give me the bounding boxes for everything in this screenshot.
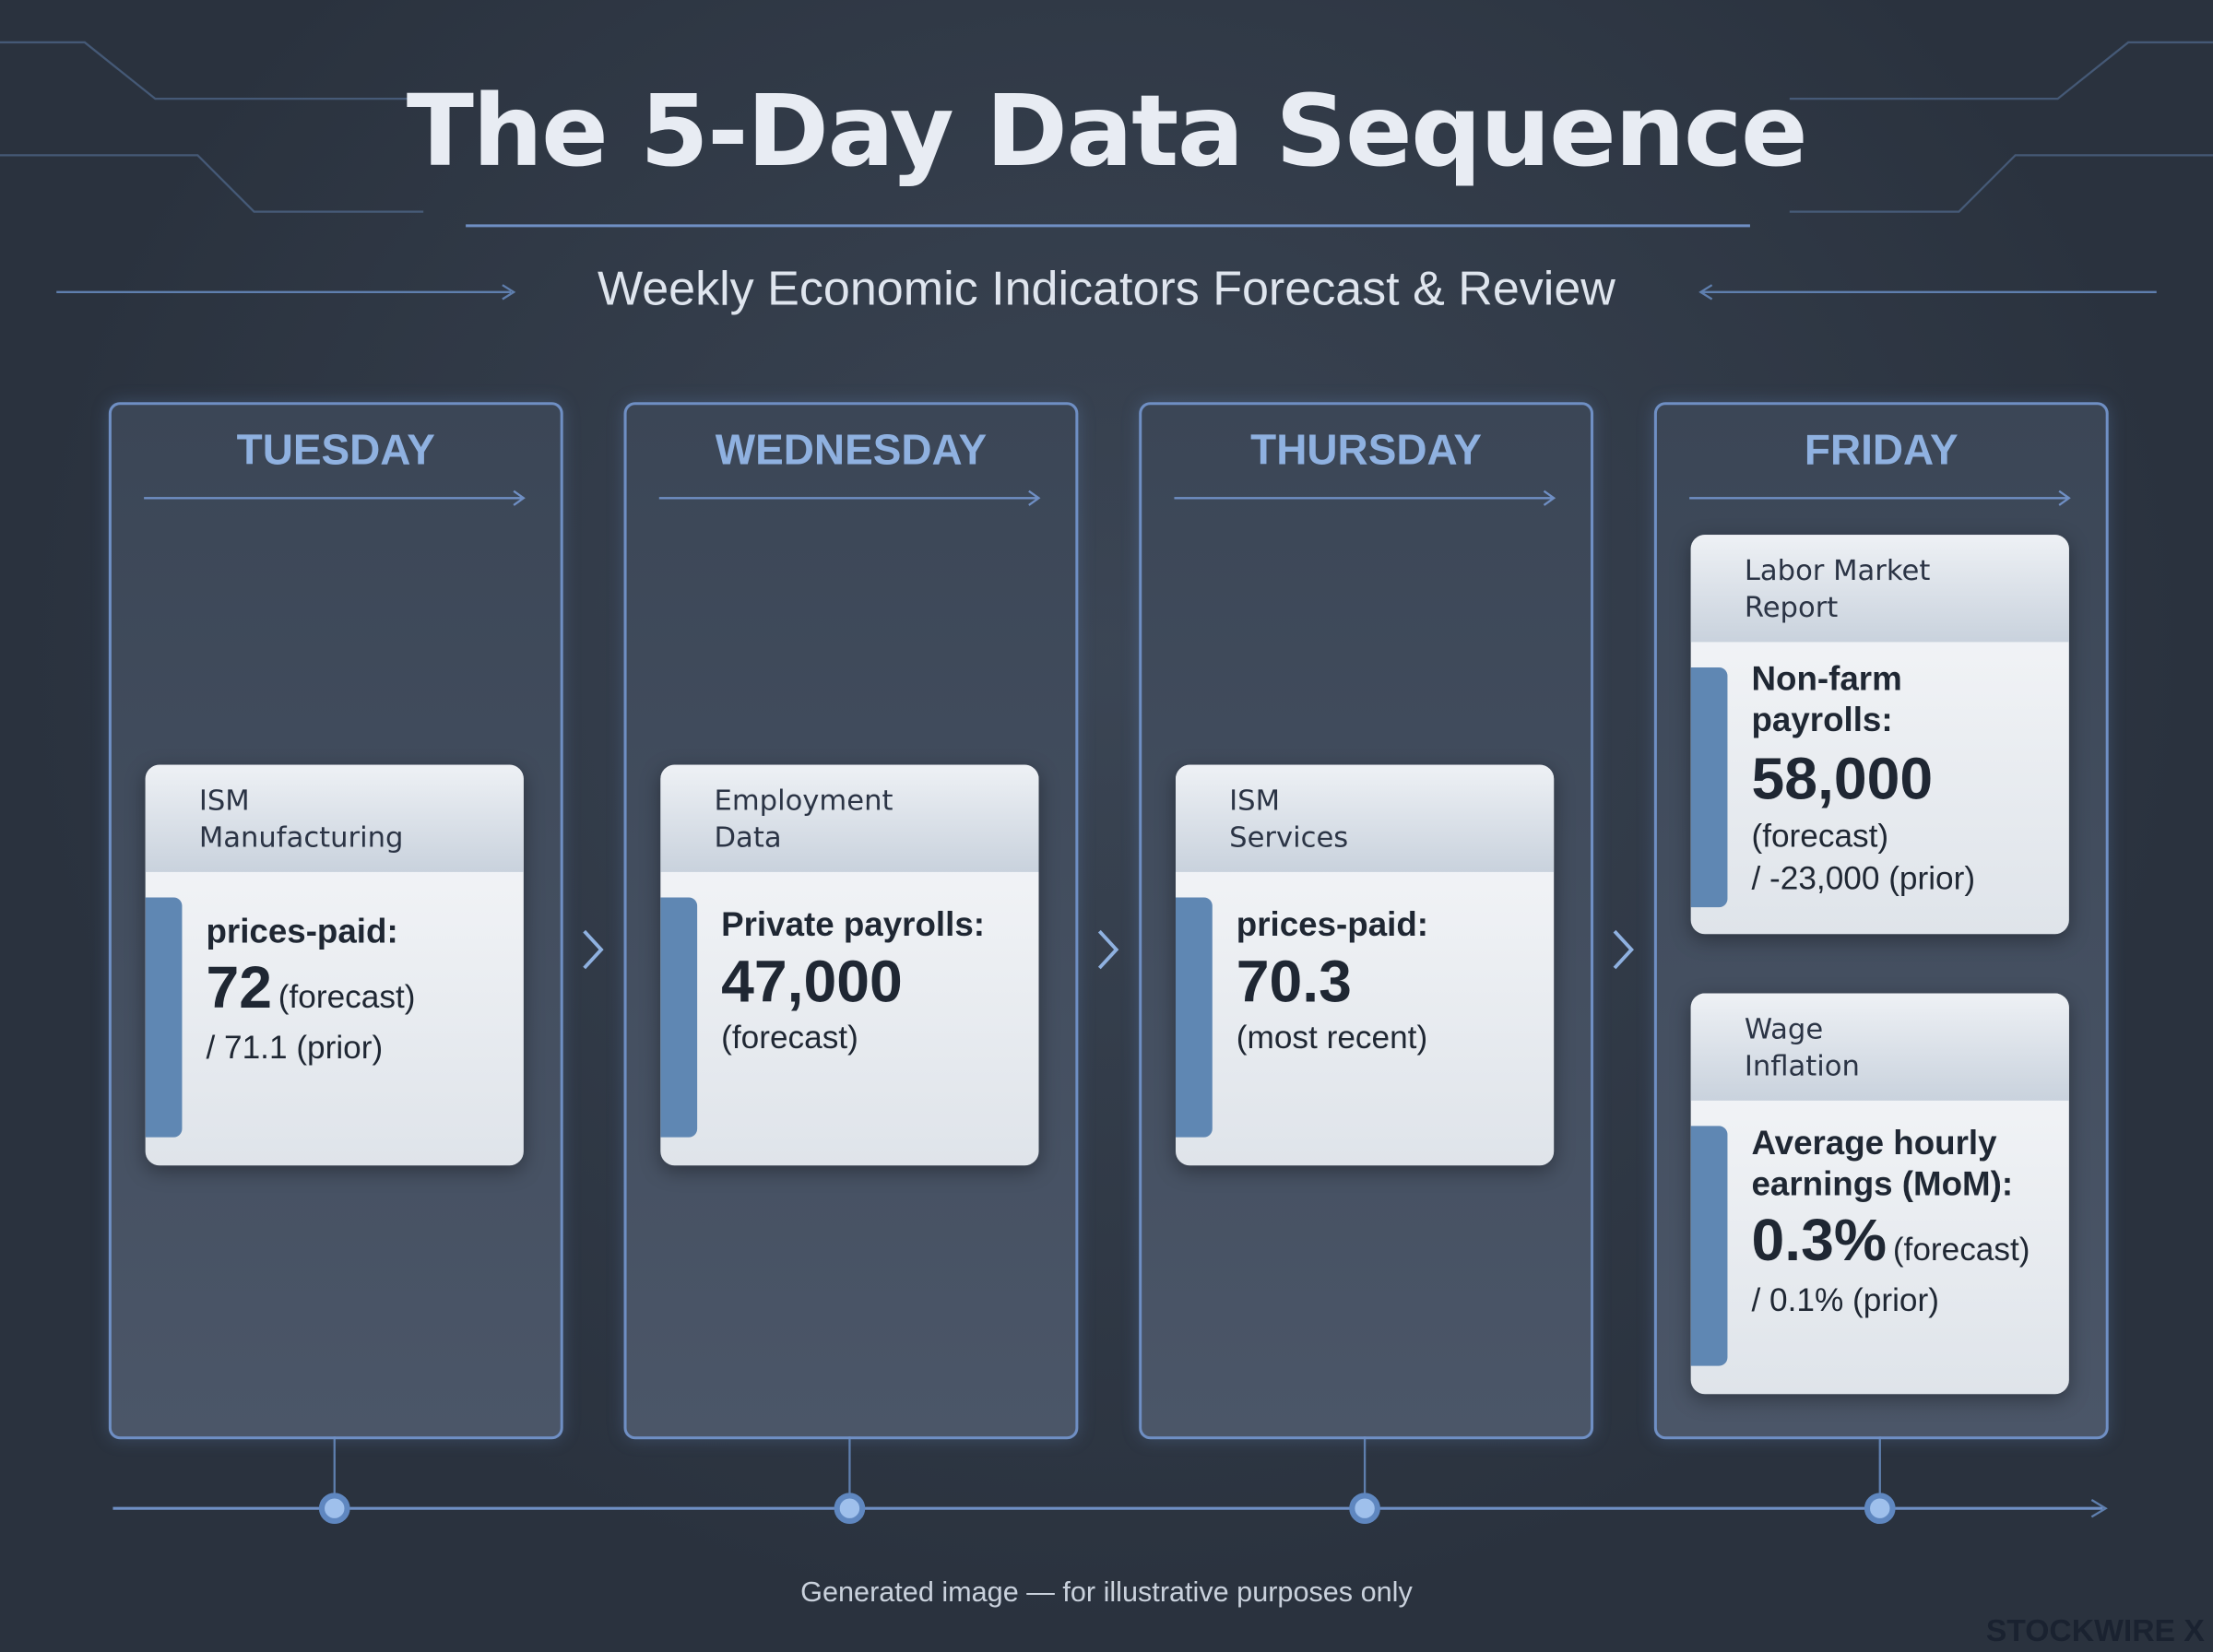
card-body: Non-farm payrolls: 58,000 (forecast) / -… [1751,659,2057,902]
card-body: Average hourly earnings (MoM): 0.3% (for… [1751,1123,2057,1323]
card-title: Employment [714,783,893,818]
card-label: Private payrolls: [721,905,985,944]
card-title: ISM [1229,783,1281,818]
card-label: payrolls: [1751,701,1893,740]
card-note: (forecast) [278,977,416,1015]
card: ISM Services prices-paid: 70.3 (most rece… [1175,764,1555,1166]
day-name: TUESDAY [236,427,435,475]
card-body: Private payrolls: 47,000 (forecast) [721,904,1027,1056]
day-name: THURSDAY [1250,427,1483,475]
card-title: Labor Market [1744,552,1931,587]
card-header: ISM Services [1175,764,1555,872]
card-title: Inflation [1744,1048,1860,1082]
card-header: ISM Manufacturing [145,764,524,872]
card-title: Wage [1744,1011,1824,1046]
accent-bar [1175,897,1213,1138]
card-title: Services [1229,820,1349,855]
card: Wage Inflation Average hourly earnings (M… [1690,993,2069,1395]
card: ISM Manufacturing prices-paid: 72 (foreca… [145,764,524,1166]
card-title: Manufacturing [198,820,404,855]
card-prior: / -23,000 (prior) [1751,859,1976,896]
card-title: Report [1744,589,1839,624]
footer-note: Generated image — for illustrative purpo… [800,1577,1413,1609]
card-title: Data [714,820,782,855]
card-value: 70.3 [1236,948,1352,1015]
card-prior: / 0.1% (prior) [1751,1280,1939,1318]
card-header: Wage Inflation [1690,993,2069,1101]
card-header: Labor Market Report [1690,535,2069,643]
card-label: prices-paid: [206,913,398,951]
card-prior: / 71.1 (prior) [206,1028,384,1066]
card-note: (forecast) [1892,1230,2030,1268]
day-name: FRIDAY [1804,427,1959,475]
card-value: 72 [206,953,272,1021]
accent-bar [1690,1126,1728,1366]
card: Labor Market Report Non-farm payrolls: 58… [1690,535,2069,935]
card-title: ISM [198,783,250,818]
card-label: earnings (MoM): [1751,1165,2014,1204]
accent-bar [1690,667,1728,908]
card-value: 58,000 [1751,745,1934,812]
card-header: Employment Data [660,764,1039,872]
card-body: prices-paid: 70.3 (most recent) [1237,904,1543,1056]
accent-bar [145,897,183,1138]
title: The 5-Day Data Sequence [406,73,1808,190]
brand: STOCKWIRE X [1985,1612,2205,1648]
card-body: prices-paid: 72 (forecast) / 71.1 (prior… [206,912,512,1071]
card-label: Average hourly [1751,1124,1997,1163]
accent-bar [660,897,698,1138]
card-label: prices-paid: [1236,905,1429,944]
day-name: WEDNESDAY [715,427,988,475]
value-row: 72 (forecast) [206,952,512,1023]
card-note: (most recent) [1236,1019,1428,1056]
card-note: (forecast) [721,1019,858,1056]
card-value: 0.3% [1751,1206,1888,1273]
card-note: (forecast) [1751,817,1889,855]
card-label: Non-farm [1751,660,1902,699]
value-row: 0.3% (forecast) [1751,1205,2057,1276]
card: Employment Data Private payrolls: 47,000 … [660,764,1039,1166]
card-value: 47,000 [721,948,903,1015]
subtitle: Weekly Economic Indicators Forecast & Re… [598,262,1615,316]
